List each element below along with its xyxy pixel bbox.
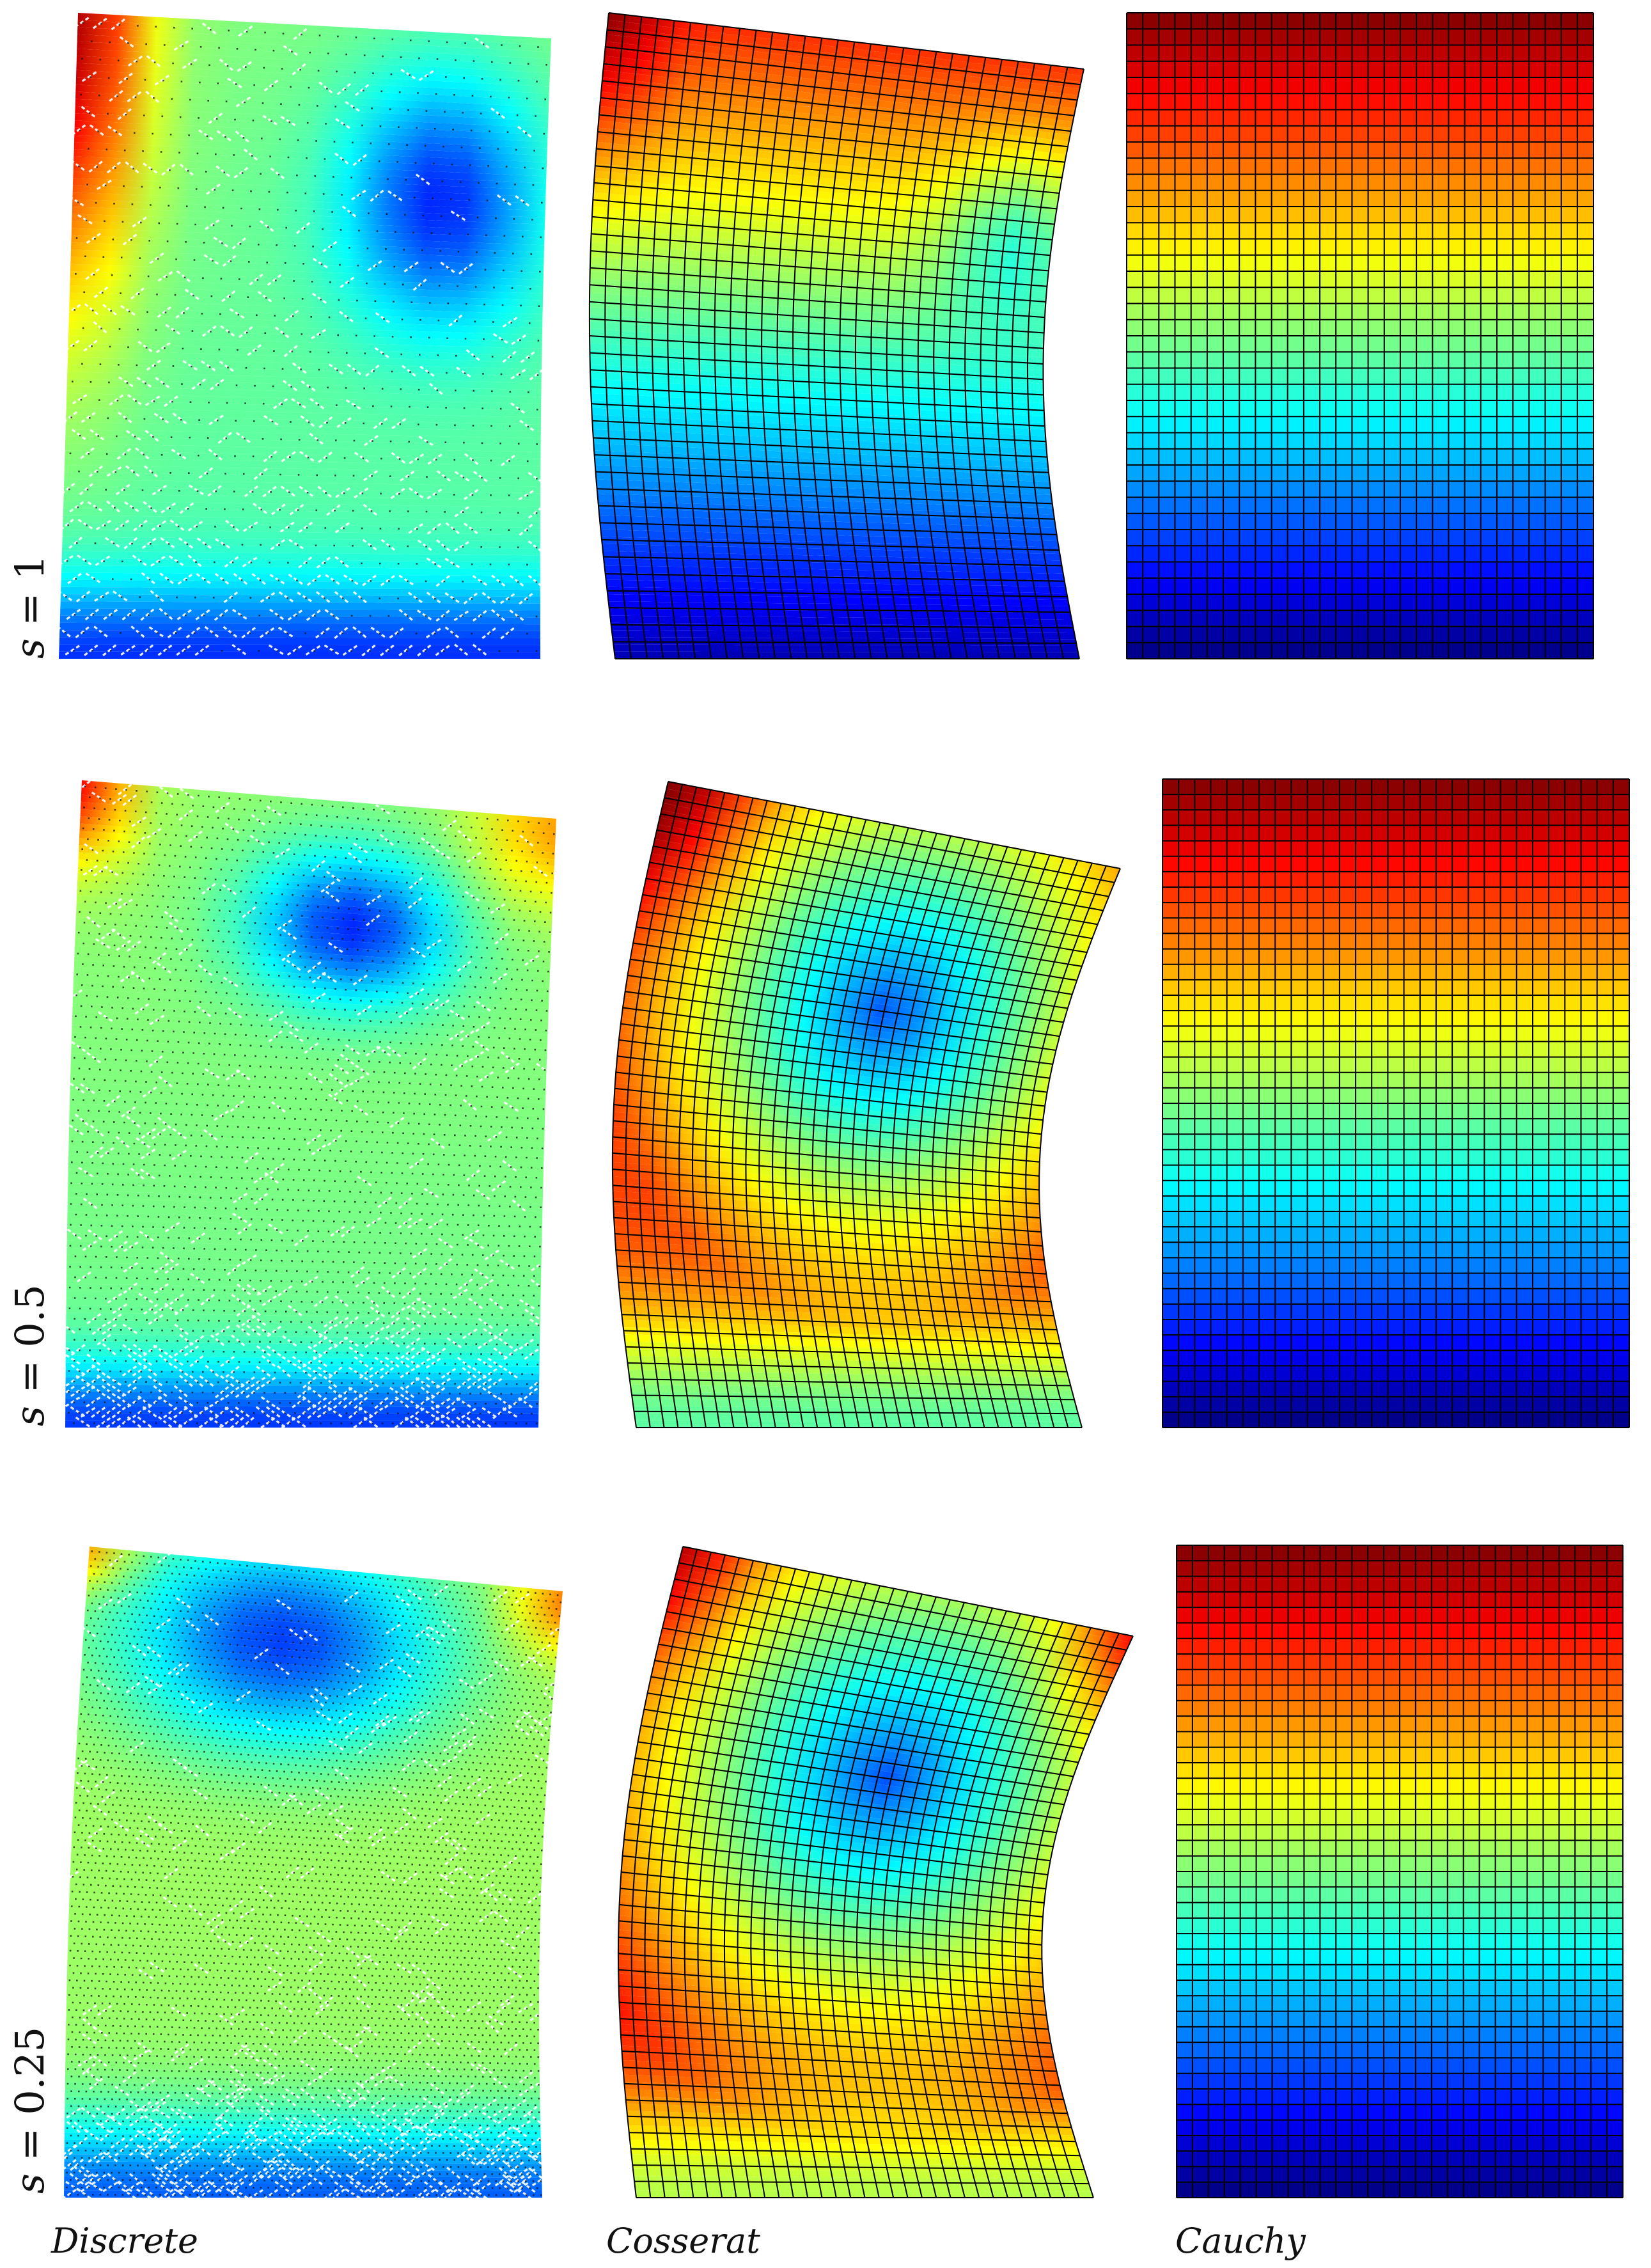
cosserat-panel-s-0.25-mesh bbox=[617, 1546, 1134, 2198]
column-label-discrete: Discrete bbox=[51, 2221, 198, 2261]
cosserat-panel-s-0.25 bbox=[617, 1546, 1134, 2198]
cauchy-panel-s-0.5-mesh bbox=[1162, 778, 1630, 1428]
cauchy-panel-s-1-mesh bbox=[1126, 12, 1594, 659]
column-label-cauchy: Cauchy bbox=[1175, 2221, 1306, 2261]
discrete-panel-s-0.5 bbox=[65, 780, 556, 1428]
discrete-panel-s-1 bbox=[59, 13, 551, 659]
cosserat-panel-s-1 bbox=[588, 12, 1084, 659]
row-label-s-0.5: s = 0.5 bbox=[6, 1284, 53, 1426]
panel-grid bbox=[56, 12, 1630, 2201]
discrete-panel-s-1-lattice bbox=[56, 16, 547, 657]
discrete-panel-s-0.25 bbox=[64, 1547, 563, 2198]
cauchy-panel-s-0.25-mesh bbox=[1176, 1545, 1624, 2198]
row-label-s-0.25: s = 0.25 bbox=[6, 2027, 53, 2194]
discrete-panel-s-0.5-lattice bbox=[60, 779, 555, 1429]
cosserat-panel-s-0.5 bbox=[611, 781, 1121, 1428]
column-label-cosserat: Cosserat bbox=[606, 2221, 760, 2261]
row-label-s-1: s = 1 bbox=[6, 555, 53, 659]
cauchy-panel-s-0.5 bbox=[1162, 778, 1630, 1428]
cosserat-panel-s-1-mesh bbox=[588, 12, 1084, 659]
discrete-panel-s-0.25-lattice bbox=[58, 1550, 565, 2201]
cauchy-panel-s-1 bbox=[1126, 12, 1594, 659]
cosserat-panel-s-0.5-mesh bbox=[611, 781, 1121, 1428]
cauchy-panel-s-0.25 bbox=[1176, 1545, 1624, 2198]
